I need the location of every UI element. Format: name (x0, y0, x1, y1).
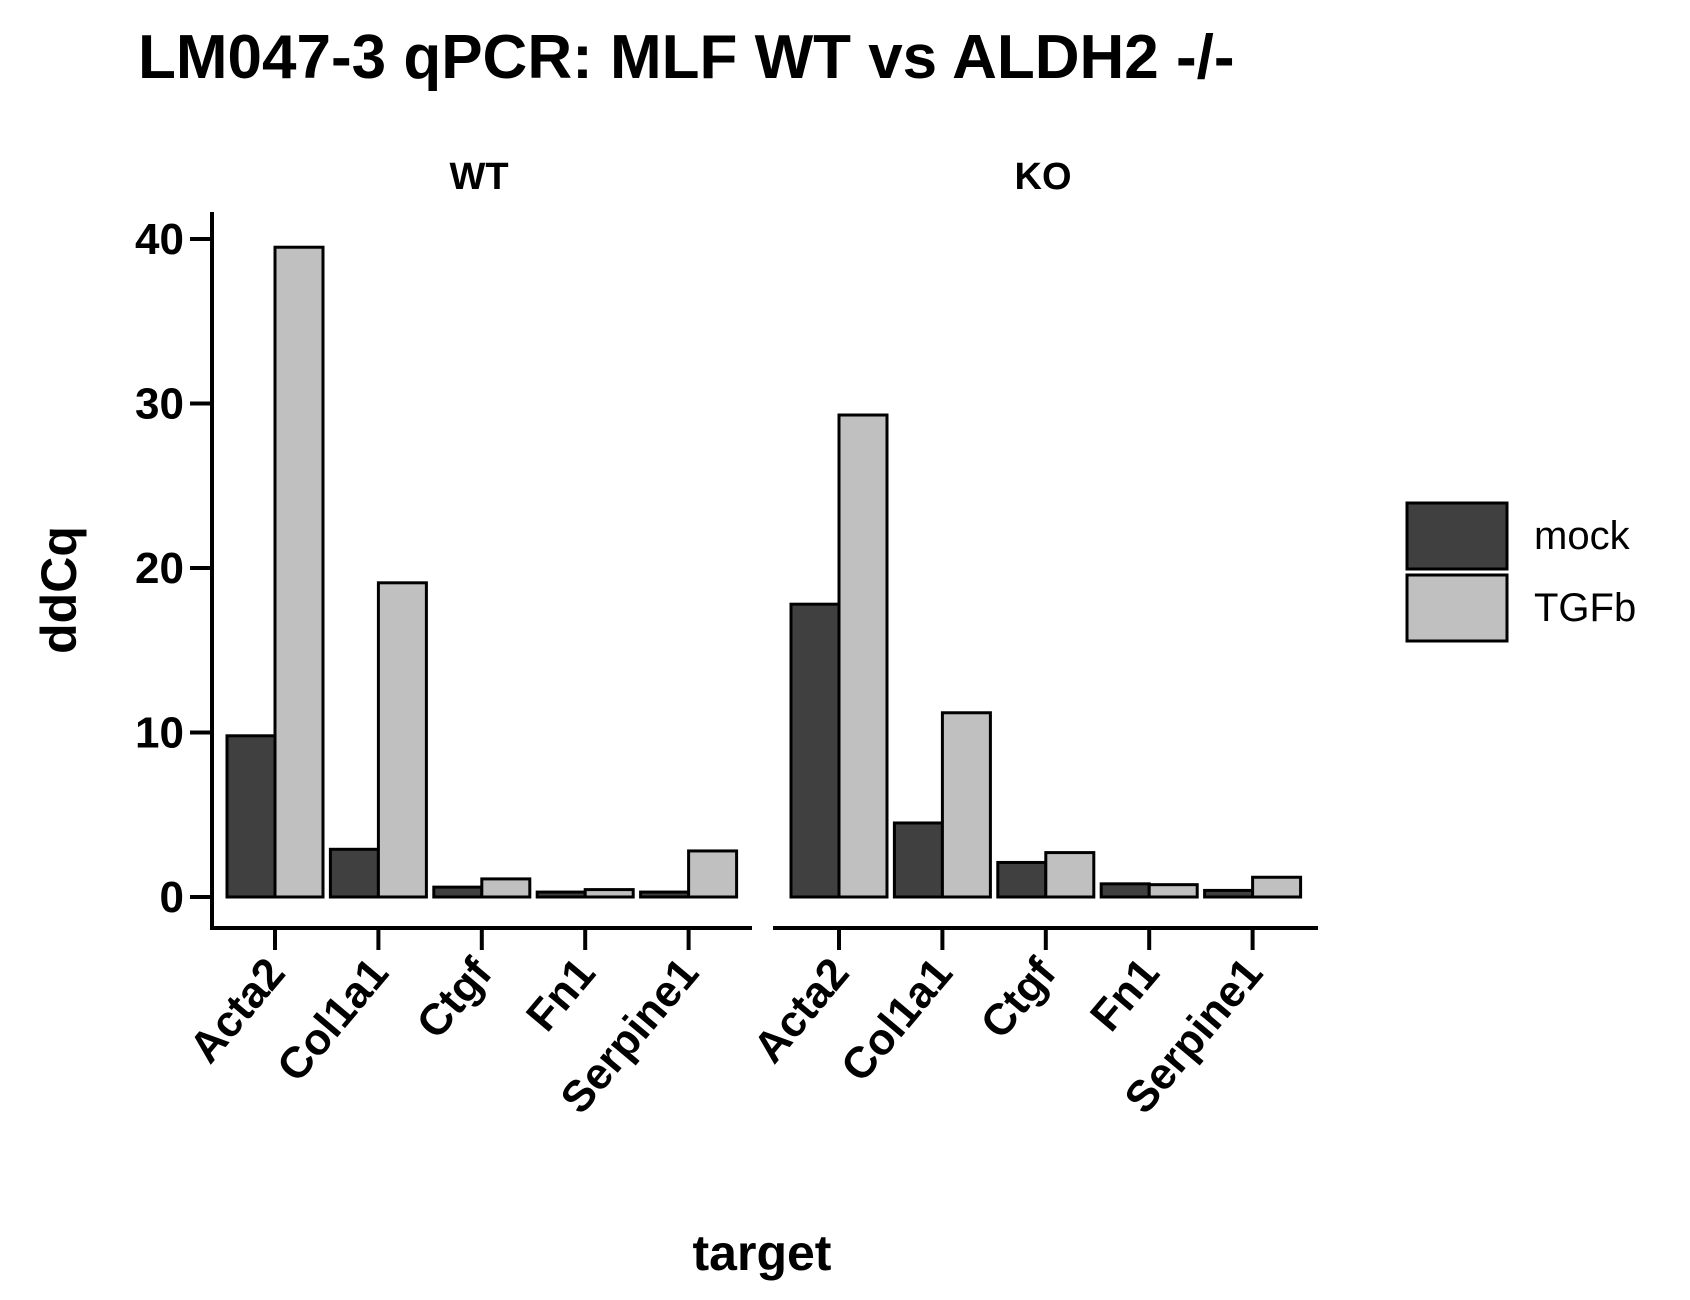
y-tick-label: 10 (135, 709, 184, 758)
x-tick-label: Col1a1 (832, 949, 962, 1091)
bar-wt-mock-ctgf (432, 885, 484, 899)
y-tick-label: 20 (135, 544, 184, 593)
bar-ko-tgfb-col1a1 (940, 711, 992, 899)
bar-ko-mock-fn1 (1099, 882, 1151, 899)
bar-wt-tgfb-fn1 (583, 888, 635, 899)
legend-label-mock: mock (1534, 514, 1631, 558)
bar-wt-tgfb-acta2 (273, 245, 325, 899)
legend-label-tgfb: TGFb (1534, 586, 1636, 630)
y-tick-label: 40 (135, 215, 184, 264)
legend-swatch-tgfb (1405, 573, 1509, 643)
x-tick-label: Fn1 (517, 949, 605, 1040)
bar-ko-mock-acta2 (789, 602, 841, 899)
bar-ko-mock-col1a1 (892, 821, 944, 899)
panel-label-ko: KO (1015, 156, 1072, 198)
y-tick-label: 0 (160, 873, 184, 922)
x-tick-label: Col1a1 (268, 949, 398, 1091)
bar-wt-tgfb-col1a1 (376, 581, 428, 899)
y-axis-label: ddCq (31, 526, 87, 654)
bar-wt-mock-serpine1 (639, 890, 691, 899)
y-tick-label: 30 (135, 380, 184, 429)
bars (225, 245, 1303, 899)
bar-ko-mock-serpine1 (1203, 888, 1255, 899)
legend-swatch-mock (1405, 501, 1509, 571)
x-tick-label: Ctgf (407, 949, 501, 1048)
bar-wt-tgfb-serpine1 (687, 849, 739, 899)
x-axis-label: target (693, 1225, 832, 1281)
bar-ko-tgfb-ctgf (1044, 851, 1096, 899)
bar-ko-tgfb-fn1 (1147, 883, 1199, 899)
bar-wt-tgfb-ctgf (480, 877, 532, 899)
bar-wt-mock-acta2 (225, 734, 277, 899)
bar-ko-tgfb-acta2 (837, 413, 889, 899)
x-tick-label: Fn1 (1081, 949, 1169, 1040)
chart-title: LM047-3 qPCR: MLF WT vs ALDH2 -/- (138, 23, 1235, 92)
legend: mock TGFb (1405, 501, 1636, 643)
bar-ko-mock-ctgf (996, 860, 1048, 899)
bar-ko-tgfb-serpine1 (1251, 875, 1303, 899)
x-tick-label: Ctgf (971, 949, 1065, 1048)
bar-wt-mock-col1a1 (328, 847, 380, 899)
panel-label-wt: WT (449, 156, 508, 198)
y-axis: 0 10 20 30 40 (135, 212, 214, 928)
bar-wt-mock-fn1 (535, 890, 587, 899)
